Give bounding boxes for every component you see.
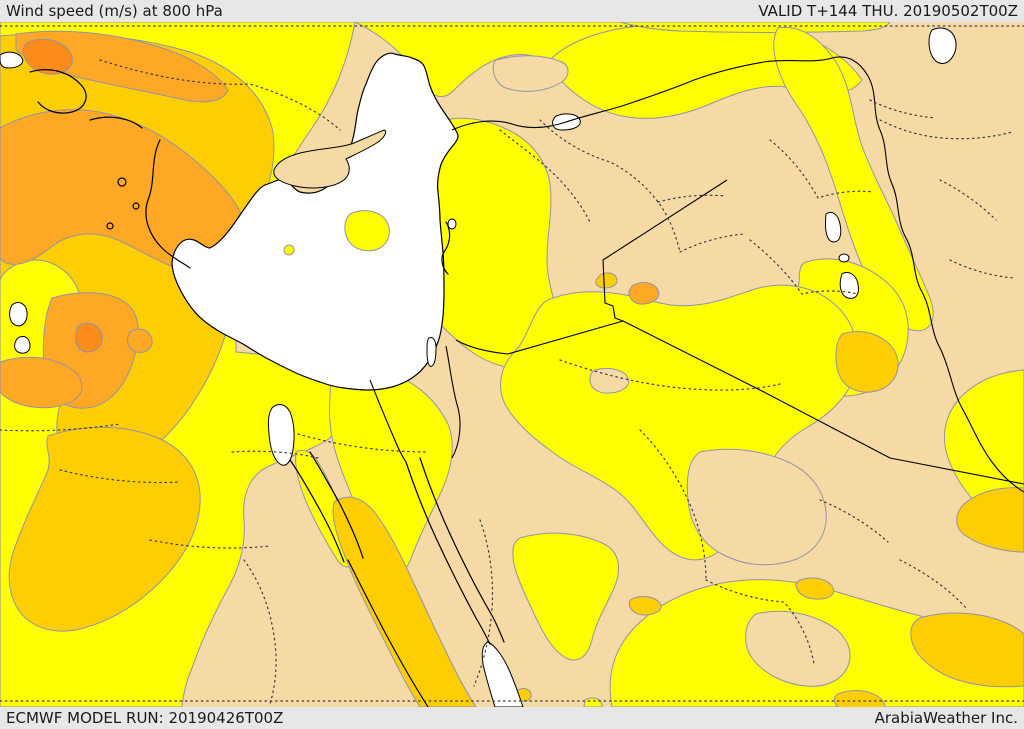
map-canvas [0, 22, 1024, 707]
cyprus-island [273, 129, 387, 189]
country-borders [369, 56, 1024, 493]
footer-bar: ECMWF MODEL RUN: 20190426T00Z ArabiaWeat… [0, 707, 1024, 729]
sea-of-galilee [447, 218, 457, 230]
border-turkey-syria [451, 56, 869, 131]
valid-time-label: VALID T+144 THU. 20190502T00Z [758, 2, 1018, 20]
aegean-sea-bit [0, 51, 24, 69]
border-jordan-west [455, 339, 509, 355]
mediterranean-sea [171, 52, 459, 391]
red-sea [481, 641, 524, 707]
border-egypt-israel [369, 379, 407, 463]
header-bar: Wind speed (m/s) at 800 hPa VALID T+144 … [0, 0, 1024, 22]
sea-wind-patch [344, 210, 390, 252]
dead-sea [426, 337, 437, 367]
lakes [0, 27, 957, 707]
lake-habbaniyah [838, 253, 850, 263]
lake-tharthar [825, 211, 842, 243]
border-syria-iraq-saudi [602, 179, 1024, 485]
deep-orange-regions [22, 38, 103, 353]
credit-label: ArabiaWeather Inc. [874, 709, 1018, 727]
border-iraq-iran [867, 75, 1024, 493]
map-title: Wind speed (m/s) at 800 hPa [6, 2, 223, 20]
lake-urmia [928, 27, 957, 64]
sea-wind-dot [283, 244, 295, 256]
tan-patch-regions [492, 55, 851, 687]
coastlines [29, 69, 505, 707]
border-israel-jordan [445, 345, 461, 459]
gulf-of-suez-lake [267, 404, 295, 466]
model-run-label: ECMWF MODEL RUN: 20190426T00Z [6, 709, 284, 727]
aegean-islet-a [9, 302, 28, 327]
aegean-islet-b [14, 335, 31, 354]
border-jordan-saudi [507, 320, 624, 355]
admin-boundaries [0, 25, 1024, 705]
wind-speed-contour-map [0, 22, 1024, 707]
